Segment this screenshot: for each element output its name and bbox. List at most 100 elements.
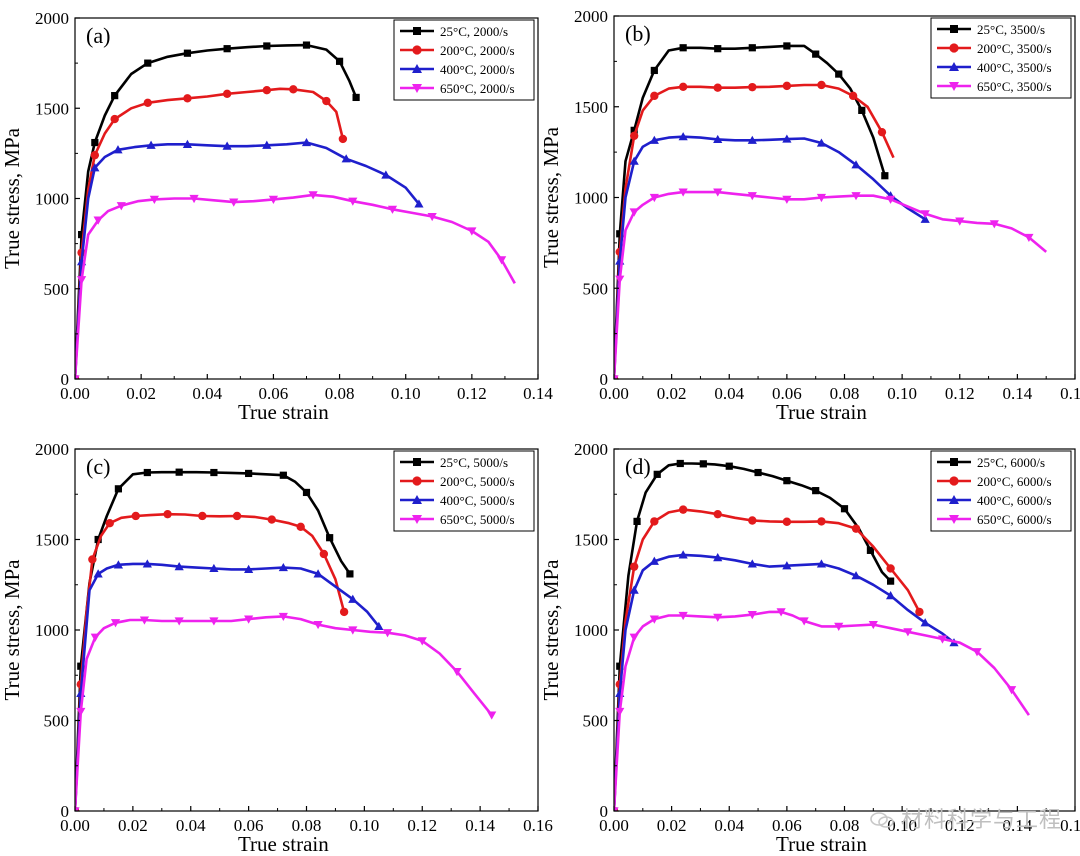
data-point (417, 637, 427, 646)
data-point (629, 156, 639, 165)
data-point (198, 511, 207, 521)
series-2 (75, 559, 384, 811)
data-point (676, 459, 684, 468)
y-tick-label: 2000 (574, 7, 608, 26)
y-tick-label: 1000 (574, 189, 608, 208)
data-point (817, 80, 826, 90)
data-point (302, 488, 311, 497)
data-point (114, 485, 123, 493)
data-point (713, 134, 723, 144)
series-2 (614, 132, 930, 379)
data-point (77, 662, 85, 670)
data-point (747, 192, 757, 201)
data-point (629, 131, 639, 140)
data-point (209, 563, 219, 573)
data-point (339, 607, 349, 617)
legend-label: 200°C, 6000/s (977, 474, 1052, 489)
legend-marker (413, 458, 421, 466)
y-axis-title: True stress, MPa (0, 559, 24, 701)
x-tick-label: 0.12 (945, 816, 975, 835)
data-point (816, 559, 827, 568)
x-tick-label: 0.16 (1060, 816, 1080, 835)
x-tick-label: 0.12 (945, 384, 975, 403)
series-line (75, 193, 516, 379)
x-axis-title: True strain (776, 400, 867, 424)
data-point (835, 70, 843, 78)
legend-entry: 200°C, 6000/s (937, 474, 1052, 489)
panel-label: (a) (86, 23, 110, 48)
data-point (163, 509, 172, 519)
legend-marker (412, 476, 422, 486)
data-point (189, 194, 199, 204)
x-tick-label: 0.10 (887, 384, 917, 403)
data-point (816, 138, 827, 147)
x-axis-title: True strain (238, 400, 329, 424)
data-point (143, 98, 152, 108)
data-point (326, 534, 334, 542)
legend-label: 650°C, 6000/s (977, 512, 1052, 527)
x-tick-label: 0.14 (523, 384, 553, 403)
plot-area (614, 459, 1030, 811)
data-point (713, 553, 723, 562)
series-line (75, 87, 345, 379)
data-point (110, 619, 121, 628)
data-point (77, 276, 87, 285)
data-point (313, 620, 323, 630)
data-point (487, 711, 497, 720)
data-point (754, 468, 762, 477)
data-point (678, 611, 688, 621)
legend-entry: 25°C, 5000/s (400, 455, 508, 470)
x-tick-label: 0.06 (259, 384, 289, 403)
data-point (678, 550, 688, 559)
legend-label: 650°C, 2000/s (440, 81, 515, 96)
data-point (699, 460, 707, 468)
legend-entry: 25°C, 6000/s (937, 455, 1045, 470)
legend-label: 650°C, 5000/s (440, 512, 515, 527)
data-point (94, 535, 102, 544)
panel-d: 0.00 0.02 0.04 0.06 0.08 0.10 0.12 0.14 0.16 0 500… (539, 440, 1080, 856)
x-tick-label: 0.06 (772, 816, 802, 835)
data-point (649, 615, 659, 624)
x-tick-label: 0.00 (60, 384, 90, 403)
data-point (812, 487, 820, 495)
series-line (75, 512, 346, 811)
data-point (868, 620, 878, 630)
series-3 (75, 612, 497, 811)
data-point (278, 562, 288, 572)
x-tick-label: 0.06 (234, 816, 264, 835)
x-tick-label: 0.16 (1060, 384, 1080, 403)
data-point (615, 275, 625, 284)
data-point (452, 668, 462, 677)
series-0 (614, 459, 895, 811)
x-tick-label: 0.02 (657, 816, 687, 835)
legend-marker (412, 84, 422, 93)
data-point (90, 633, 100, 642)
data-point (174, 617, 184, 626)
data-point (633, 517, 641, 525)
data-point (886, 564, 895, 573)
data-point (782, 81, 792, 91)
data-point (1007, 686, 1017, 695)
data-point (110, 114, 119, 124)
data-point (955, 217, 965, 226)
x-tick-label: 0.04 (714, 384, 744, 403)
data-point (76, 707, 86, 717)
legend-label: 25°C, 3500/s (977, 22, 1045, 37)
legend-marker (950, 458, 958, 466)
data-point (301, 137, 312, 147)
data-point (713, 509, 722, 519)
data-point (209, 617, 219, 626)
data-point (886, 591, 896, 600)
series-0 (614, 42, 889, 379)
data-point (840, 505, 849, 513)
data-point (382, 629, 393, 638)
x-axis-title: True strain (776, 832, 867, 856)
data-point (747, 559, 757, 568)
x-tick-label: 0.08 (830, 816, 860, 835)
data-point (183, 49, 192, 57)
data-point (497, 256, 507, 265)
legend-entry: 650°C, 5000/s (400, 512, 515, 527)
data-point (748, 44, 756, 52)
legend: 25°C, 2000/s 200°C, 2000/s 400°C, 2000/s 65… (393, 19, 535, 101)
